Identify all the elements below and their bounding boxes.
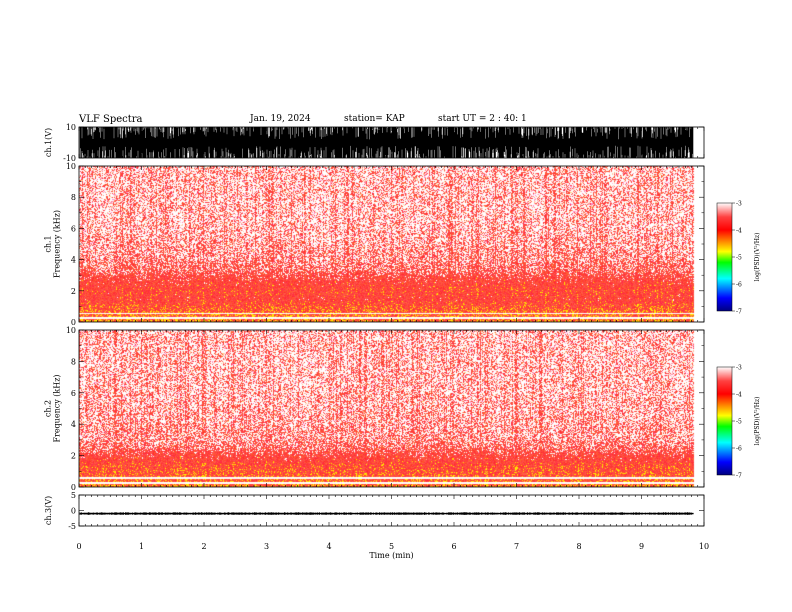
x-tick-label: 5 <box>389 542 394 551</box>
x-tick-label: 1 <box>139 542 144 551</box>
y-tick-label: 0 <box>71 318 76 327</box>
start-ut-label: start UT = 2 : 40: 1 <box>438 114 527 124</box>
colorbar-tick-label: -6 <box>736 282 742 289</box>
ch2-frequency-axis-label: ch.2 Frequency (kHz) <box>44 374 62 442</box>
colorbar-tick-label: -5 <box>736 419 742 426</box>
y-tick-label: 8 <box>71 193 76 202</box>
y-tick-label: 10 <box>66 326 76 335</box>
ch2-spectrogram-image <box>79 330 704 487</box>
ch1-colorbar-label: log(PSD)(V²/Hz) <box>754 233 761 282</box>
colorbar-tick-label: -3 <box>736 201 742 208</box>
y-tick-label: -5 <box>68 522 76 531</box>
x-tick-label: 6 <box>451 542 456 551</box>
x-tick-label: 3 <box>264 542 269 551</box>
x-tick-label: 8 <box>576 542 581 551</box>
colorbar-tick-label: -4 <box>736 392 742 399</box>
ch3-waveform-frame <box>78 494 705 527</box>
ch1-frequency-axis-label-line: Frequency (kHz) <box>53 210 62 278</box>
x-tick-label: 4 <box>326 542 331 551</box>
y-tick-label: 2 <box>71 452 76 461</box>
ch2-frequency-axis-label-line: Frequency (kHz) <box>53 374 62 442</box>
ch1-waveform-line <box>79 127 694 158</box>
x-axis-label: Time (min) <box>369 551 413 560</box>
date-label: Jan. 19, 2024 <box>250 114 311 124</box>
ch3-voltage-axis-label-line: ch.3(V) <box>44 496 53 525</box>
y-tick-label: 5 <box>71 491 76 500</box>
ch1-spectrogram-image <box>79 166 704 322</box>
chart-title: VLF Spectra <box>79 114 143 125</box>
y-tick-label: 2 <box>71 287 76 296</box>
ch2-colorbar <box>716 366 733 476</box>
ch1-voltage-axis-label-line: ch.1(V) <box>44 128 53 157</box>
ch3-waveform-line <box>79 512 694 515</box>
y-tick-label: 0 <box>71 483 76 492</box>
ch2-frequency-axis-label-line: ch.2 <box>44 400 53 417</box>
colorbar-tick-label: -3 <box>736 365 742 372</box>
y-tick-label: 6 <box>71 389 76 398</box>
x-tick-label: 9 <box>639 542 644 551</box>
y-tick-label: 0 <box>71 507 76 516</box>
colorbar-label-text: log(PSD)(V²/Hz) <box>754 397 761 446</box>
y-tick-label: 6 <box>71 224 76 233</box>
ch1-voltage-axis-label: ch.1(V) <box>44 128 53 157</box>
y-tick-label: 4 <box>71 256 76 265</box>
colorbar-tick-label: -7 <box>736 473 742 480</box>
y-tick-label: 10 <box>66 162 76 171</box>
ch3-voltage-axis-label: ch.3(V) <box>44 496 53 525</box>
y-tick-label: 4 <box>71 420 76 429</box>
y-tick-label: -10 <box>63 154 76 163</box>
ch2-colorbar-label: log(PSD)(V²/Hz) <box>754 397 761 446</box>
x-tick-label: 0 <box>76 542 81 551</box>
colorbar-tick-label: -6 <box>736 446 742 453</box>
x-tick-label: 7 <box>514 542 519 551</box>
ch1-colorbar <box>716 202 733 312</box>
x-tick-label: 2 <box>201 542 206 551</box>
y-tick-label: 8 <box>71 357 76 366</box>
station-label: station= KAP <box>344 114 405 124</box>
ch1-frequency-axis-label: ch.1 Frequency (kHz) <box>44 210 62 278</box>
colorbar-tick-label: -7 <box>736 309 742 316</box>
x-tick-label: 10 <box>699 542 709 551</box>
ch1-frequency-axis-label-line: ch.1 <box>44 235 53 252</box>
colorbar-label-text: log(PSD)(V²/Hz) <box>754 233 761 282</box>
y-tick-label: 10 <box>66 123 76 132</box>
colorbar-tick-label: -4 <box>736 228 742 235</box>
colorbar-tick-label: -5 <box>736 255 742 262</box>
